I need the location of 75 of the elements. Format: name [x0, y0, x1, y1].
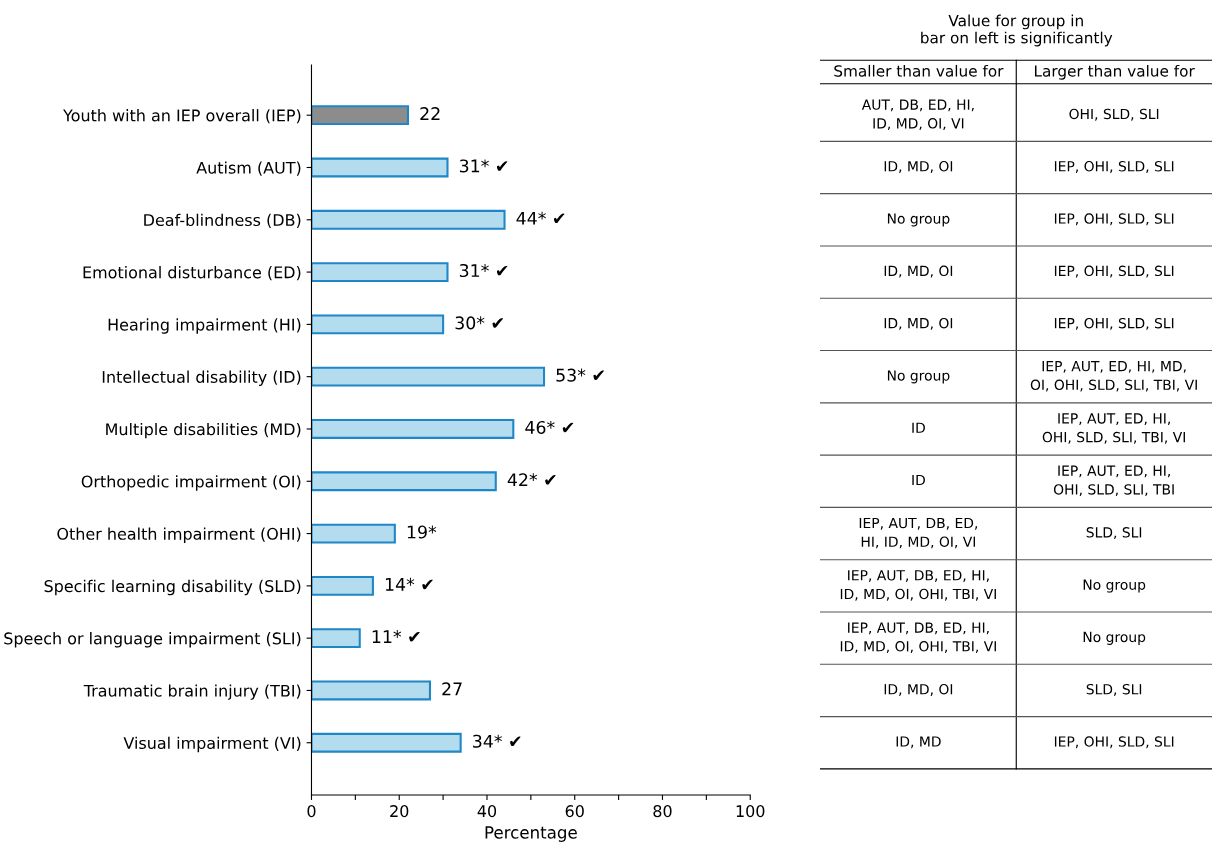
x-tick-label: 20: [390, 805, 409, 818]
text: No group: [1083, 631, 1146, 645]
text: IEP, OHI, SLD, SLI: [1054, 265, 1174, 278]
text: ID, MD: [896, 736, 941, 749]
text: IEP, AUT, ED, HI, OHI, SLD, SLI, TBI: [1053, 465, 1174, 497]
text: IEP, AUT, DB, ED, HI, ID, MD, OI, VI: [859, 517, 978, 549]
bar: [311, 105, 410, 126]
y-tick-label: Intellectual disability (ID): [102, 370, 301, 387]
bar: [311, 471, 497, 492]
text: ID: [912, 474, 925, 486]
x-tick-label: 40: [477, 805, 497, 818]
text: Smaller than value for: [834, 64, 1004, 77]
y-tick-label: Speech or language impairment (SLI): [4, 632, 301, 648]
y-tick-label: Multiple disabilities (MD): [106, 422, 301, 439]
data-label: 53* ✔: [556, 368, 604, 382]
data-label: 31* ✔: [459, 263, 508, 278]
text: No group: [887, 370, 950, 384]
text: IEP, AUT, DB, ED, HI, ID, MD, OI, OHI, TBI, VI: [840, 622, 996, 653]
y-tick-label: Other health impairment (OHI): [57, 527, 301, 543]
text: IEP, AUT, ED, HI, MD, OI, OHI, SLD, SLI, TBI, VI: [1030, 361, 1197, 392]
y-tick-label: Deaf-blindness (DB): [144, 213, 301, 228]
data-label: 42* ✔: [507, 473, 556, 487]
x-tick-label: 80: [653, 805, 672, 818]
bar: [311, 157, 449, 178]
data-label: 31* ✔: [459, 159, 508, 173]
text: SLD, SLI: [1086, 527, 1142, 540]
bar: [311, 732, 462, 753]
bar: [311, 262, 449, 283]
text: ID, MD, OI: [884, 161, 953, 173]
y-tick-label: Autism (AUT): [196, 161, 301, 176]
text: IEP, OHI, SLD, SLI: [1054, 736, 1174, 749]
bar: [311, 575, 374, 596]
text: ID, MD, OI: [884, 317, 953, 330]
data-label: 22: [420, 107, 440, 120]
bar: [311, 419, 515, 439]
data-label: 27: [442, 682, 462, 696]
text: OHI, SLD, SLI: [1069, 108, 1159, 121]
text: SLD, SLI: [1086, 683, 1142, 696]
y-tick-label: Specific learning disability (SLD): [44, 579, 301, 596]
text: No group: [1083, 579, 1146, 593]
text: IEP, AUT, ED, HI, OHI, SLD, SLI, TBI, VI: [1042, 413, 1185, 444]
y-tick-label: Youth with an IEP overall (IEP): [63, 109, 301, 124]
data-label: 11* ✔: [372, 630, 420, 643]
text: IEP, AUT, DB, ED, HI, ID, MD, OI, OHI, TBI, VI: [840, 570, 996, 601]
bar: [311, 523, 396, 544]
data-label: 34* ✔: [473, 734, 521, 748]
text: IEP, OHI, SLD, SLI: [1054, 317, 1174, 330]
y-tick-label: Hearing impairment (HI): [108, 318, 301, 334]
text: ID, MD, OI: [884, 265, 953, 278]
bar: [311, 366, 546, 387]
text: No group: [887, 213, 950, 227]
bar: [311, 628, 361, 649]
data-label: 44* ✔: [516, 211, 565, 225]
x-tick-label: 60: [565, 805, 584, 818]
text: ID, MD, OI: [884, 683, 953, 696]
data-label: 19*: [407, 525, 437, 539]
y-tick-label: Traumatic brain injury (TBI): [83, 684, 301, 700]
data-label: 14* ✔: [385, 577, 433, 591]
y-tick-label: Emotional disturbance (ED): [83, 266, 301, 281]
text: AUT, DB, ED, HI, ID, MD, OI, VI: [861, 99, 974, 130]
y-tick-label: Orthopedic impairment (OI): [81, 475, 301, 491]
y-tick-label: Visual impairment (VI): [123, 736, 301, 753]
bar: [311, 314, 445, 335]
text: ID: [912, 422, 925, 433]
x-axis-title: Percentage: [485, 826, 577, 842]
x-tick-label: 100: [736, 805, 765, 818]
bar: [311, 209, 506, 230]
data-label: 46* ✔: [525, 420, 574, 435]
text: Larger than value for: [1034, 64, 1195, 80]
x-tick-label: 0: [307, 805, 316, 818]
data-label: 30* ✔: [455, 316, 504, 330]
text: IEP, OHI, SLD, SLI: [1054, 161, 1174, 173]
text: IEP, OHI, SLD, SLI: [1054, 213, 1174, 226]
text: Value for group in bar on left is significantly: [921, 14, 1113, 47]
bar: [311, 680, 431, 701]
